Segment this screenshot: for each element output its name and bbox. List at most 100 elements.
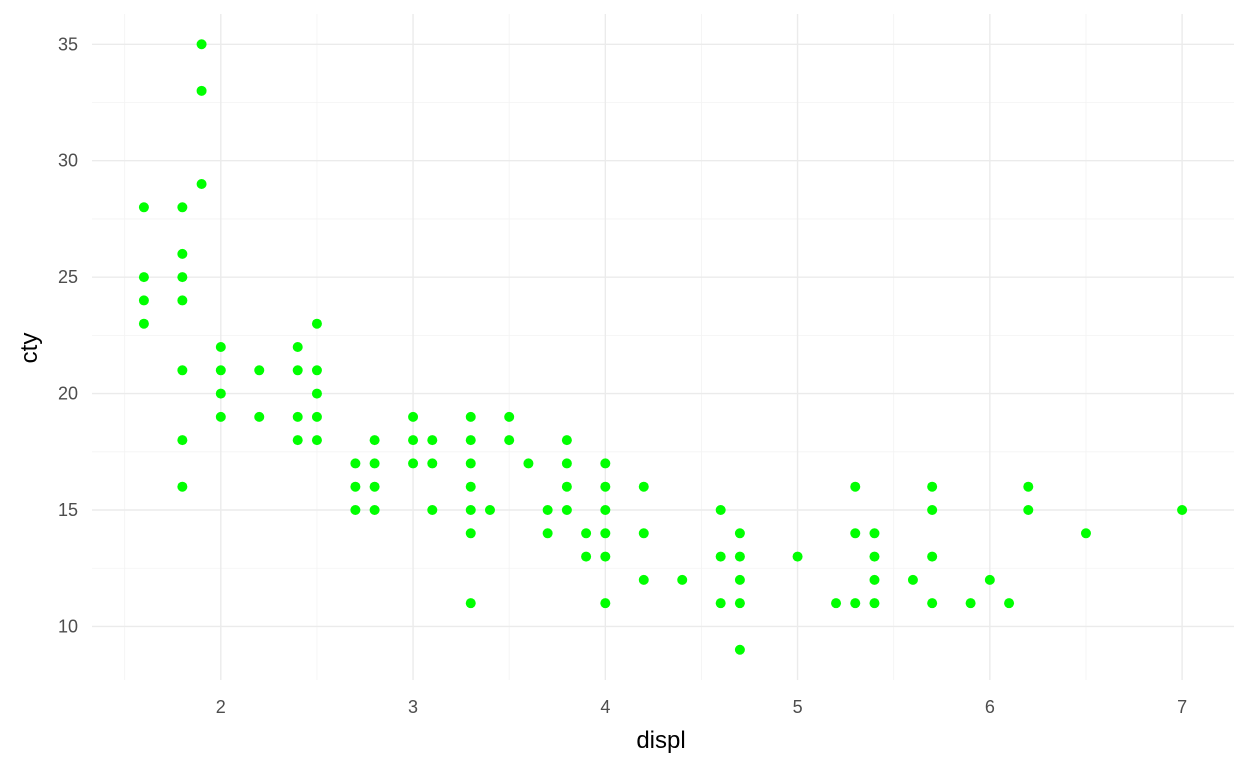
data-point xyxy=(177,295,188,306)
data-point xyxy=(408,458,419,469)
data-point xyxy=(869,528,880,539)
x-axis-title: displ xyxy=(636,727,685,754)
y-tick-label: 30 xyxy=(58,151,78,171)
data-point xyxy=(1023,505,1034,516)
data-point xyxy=(177,481,188,492)
y-axis-tick-labels: 10 15 20 25 30 35 xyxy=(58,34,78,636)
data-point xyxy=(465,411,476,422)
data-point xyxy=(927,551,938,562)
y-axis-title: cty xyxy=(16,333,43,364)
data-point xyxy=(311,318,322,329)
data-point xyxy=(465,528,476,539)
data-point xyxy=(292,342,303,352)
data-point xyxy=(734,528,745,539)
data-point xyxy=(311,388,322,399)
data-point xyxy=(408,435,419,446)
data-point xyxy=(196,85,207,96)
data-point xyxy=(427,435,438,446)
x-tick-label: 6 xyxy=(985,697,995,717)
data-point xyxy=(311,365,322,376)
data-point xyxy=(465,435,476,446)
data-point xyxy=(177,202,188,213)
data-point xyxy=(408,411,419,422)
y-tick-label: 10 xyxy=(58,616,78,636)
data-point xyxy=(215,342,226,352)
x-tick-label: 5 xyxy=(793,697,803,717)
data-point xyxy=(350,505,361,516)
data-point xyxy=(869,551,880,562)
data-point xyxy=(196,178,207,189)
data-point xyxy=(311,435,322,446)
data-point xyxy=(177,365,188,376)
data-point xyxy=(907,574,918,585)
data-point xyxy=(638,528,649,539)
y-tick-label: 25 xyxy=(58,267,78,287)
data-point xyxy=(311,411,322,422)
data-point xyxy=(850,481,861,492)
data-point xyxy=(927,481,938,492)
data-point xyxy=(369,505,380,516)
data-point xyxy=(581,551,592,562)
minor-gridlines xyxy=(92,14,1234,680)
data-point xyxy=(734,598,745,609)
data-point xyxy=(715,505,726,516)
x-tick-label: 2 xyxy=(216,697,226,717)
major-gridlines xyxy=(92,14,1234,680)
data-point xyxy=(465,481,476,492)
data-point xyxy=(369,481,380,492)
data-point xyxy=(177,272,188,283)
data-point xyxy=(177,435,188,446)
data-point xyxy=(542,528,553,539)
data-point xyxy=(523,458,534,469)
data-point xyxy=(215,411,226,422)
data-point xyxy=(542,505,553,516)
data-point xyxy=(965,598,976,609)
data-point xyxy=(600,458,611,469)
data-point xyxy=(734,644,745,655)
data-point xyxy=(850,528,861,539)
data-points xyxy=(138,39,1188,655)
y-tick-label: 20 xyxy=(58,384,78,404)
data-point xyxy=(734,551,745,562)
data-point xyxy=(427,505,438,516)
data-point xyxy=(927,505,938,516)
data-point xyxy=(138,318,149,329)
data-point xyxy=(138,272,149,283)
x-axis-tick-labels: 2 3 4 5 6 7 xyxy=(216,697,1187,717)
data-point xyxy=(581,528,592,539)
data-point xyxy=(600,598,611,609)
data-point xyxy=(1004,598,1015,609)
data-point xyxy=(831,598,842,609)
data-point xyxy=(1080,528,1091,539)
data-point xyxy=(600,505,611,516)
data-point xyxy=(638,574,649,585)
data-point xyxy=(369,458,380,469)
x-tick-label: 4 xyxy=(600,697,610,717)
data-point xyxy=(792,551,803,562)
data-point xyxy=(350,481,361,492)
data-point xyxy=(561,458,572,469)
data-point xyxy=(138,202,149,213)
data-point xyxy=(292,411,303,422)
data-point xyxy=(927,598,938,609)
data-point xyxy=(254,365,265,376)
data-point xyxy=(715,598,726,609)
data-point xyxy=(869,598,880,609)
data-point xyxy=(465,458,476,469)
data-point xyxy=(561,435,572,446)
data-point xyxy=(465,598,476,609)
data-point xyxy=(177,248,188,259)
data-point xyxy=(561,505,572,516)
data-point xyxy=(734,574,745,585)
y-tick-label: 15 xyxy=(58,500,78,520)
data-point xyxy=(254,411,265,422)
data-point xyxy=(600,528,611,539)
data-point xyxy=(292,365,303,376)
y-tick-label: 35 xyxy=(58,34,78,54)
x-tick-label: 7 xyxy=(1177,697,1187,717)
data-point xyxy=(715,551,726,562)
data-point xyxy=(465,505,476,516)
data-point xyxy=(600,481,611,492)
data-point xyxy=(484,505,495,516)
